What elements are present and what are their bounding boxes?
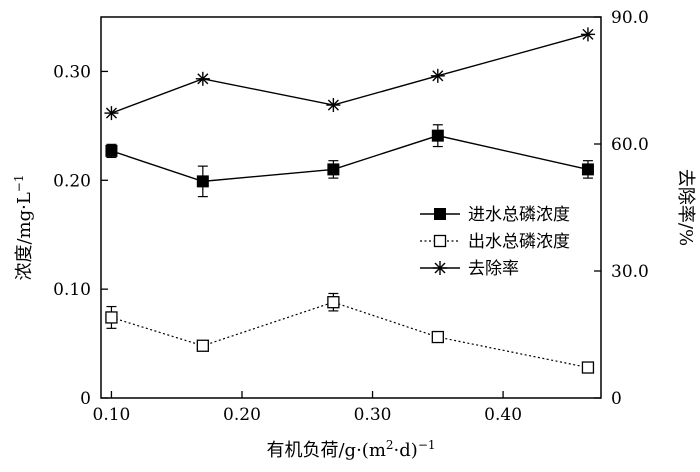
data-point-series-2 (105, 311, 118, 324)
data-point-series-1 (327, 163, 340, 176)
data-point-series-3 (580, 27, 595, 42)
plot-frame (100, 16, 602, 399)
y-right-tick-label: 90.0 (611, 8, 649, 28)
x-axis-title: 有机负荷/g·(m2·d)−1 (266, 438, 435, 461)
data-point-series-1 (196, 175, 209, 188)
data-point-series-1 (431, 129, 444, 142)
data-point-series-3 (326, 98, 341, 113)
y-left-tick-label: 0 (80, 389, 91, 409)
series-line-2 (111, 301, 589, 369)
legend-label: 去除率 (468, 259, 519, 279)
legend-marker (434, 208, 446, 220)
x-tick-label: 0.30 (354, 405, 392, 425)
y-right-axis-title: 去除率/% (675, 169, 696, 246)
y-left-tick-label: 0.30 (53, 62, 91, 82)
legend-marker (433, 234, 447, 248)
data-point-series-2 (581, 361, 595, 374)
y-right-tick-label: 0 (611, 389, 622, 409)
legend-marker (433, 261, 447, 275)
y-right-tick-label: 30.0 (611, 262, 649, 282)
legend-label: 出水总磷浓度 (468, 232, 570, 252)
series-line-1 (111, 134, 589, 183)
y-left-axis-title: 浓度/mg·L−1 (12, 174, 35, 280)
data-point-series-3 (430, 68, 445, 83)
data-point-series-1 (581, 163, 594, 176)
legend-label: 进水总磷浓度 (468, 205, 570, 225)
x-tick-label: 0.20 (223, 405, 261, 425)
data-point-series-1 (105, 144, 118, 157)
y-left-tick-label: 0.10 (53, 280, 91, 300)
data-point-series-3 (104, 106, 119, 121)
data-point-series-2 (327, 296, 340, 309)
series-line-3 (111, 33, 589, 114)
x-tick-label: 0.40 (484, 405, 522, 425)
data-point-series-2 (431, 330, 444, 344)
data-point-series-3 (195, 71, 210, 86)
data-point-series-2 (196, 339, 209, 352)
y-right-tick-label: 60.0 (611, 135, 649, 155)
x-tick-label: 0.10 (93, 405, 131, 425)
y-left-tick-label: 0.20 (53, 171, 91, 191)
